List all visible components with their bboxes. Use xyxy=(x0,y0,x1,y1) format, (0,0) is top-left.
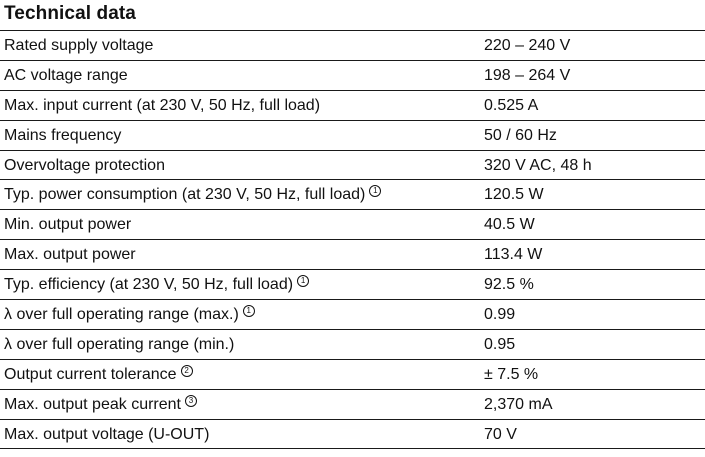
row-value: ± 7.5 % xyxy=(484,365,539,383)
page-title: Technical data xyxy=(4,3,136,24)
row-label-text: AC voltage range xyxy=(4,66,128,84)
row-label: Max. output peak current 3 xyxy=(4,390,197,419)
row-value: 113.4 W xyxy=(484,246,543,264)
table-row: Overvoltage protection 320 V AC, 48 h xyxy=(0,151,705,181)
row-label: Rated supply voltage xyxy=(4,31,153,60)
row-label: Typ. efficiency (at 230 V, 50 Hz, full l… xyxy=(4,270,310,299)
footnote-marker: 1 xyxy=(242,305,255,318)
row-label: Max. input current (at 230 V, 50 Hz, ful… xyxy=(4,91,320,120)
row-label-text: Max. input current (at 230 V, 50 Hz, ful… xyxy=(4,96,321,114)
row-value: 92.5 % xyxy=(484,276,534,294)
row-label: Output current tolerance 2 xyxy=(4,360,193,389)
table-row: Max. output voltage (U-OUT) 70 V xyxy=(0,420,705,450)
row-label-text: Max. output peak current xyxy=(4,395,181,413)
row-label-text: Typ. power consumption (at 230 V, 50 Hz,… xyxy=(4,186,366,204)
row-label: Typ. power consumption (at 230 V, 50 Hz,… xyxy=(4,180,382,209)
row-label-text: λ over full operating range (min.) xyxy=(4,335,235,353)
row-value: 120.5 W xyxy=(484,186,544,204)
row-label: Max. output power xyxy=(4,240,136,269)
row-label-text: Min. output power xyxy=(4,216,132,234)
table-row: Output current tolerance 2 ± 7.5 % xyxy=(0,360,705,390)
footnote-marker: 1 xyxy=(369,185,382,198)
row-label-text: λ over full operating range (max.) xyxy=(4,306,239,324)
row-value: 2,370 mA xyxy=(484,395,553,413)
row-value: 0.95 xyxy=(484,335,516,353)
table-row: Max. output peak current 3 2,370 mA xyxy=(0,390,705,420)
row-label: Mains frequency xyxy=(4,121,121,150)
row-label: AC voltage range xyxy=(4,61,128,90)
footnote-marker: 2 xyxy=(180,364,193,377)
row-label-text: Mains frequency xyxy=(4,126,122,144)
row-value: 320 V AC, 48 h xyxy=(484,156,592,174)
row-label-text: Max. output voltage (U-OUT) xyxy=(4,425,210,443)
row-value: 220 – 240 V xyxy=(484,37,571,54)
table-row: Mains frequency 50 / 60 Hz xyxy=(0,121,705,151)
row-label: Max. output voltage (U-OUT) xyxy=(4,420,209,449)
table-row: Rated supply voltage 220 – 240 V xyxy=(0,31,705,61)
row-label-text: Max. output power xyxy=(4,246,136,264)
row-label: Min. output power xyxy=(4,210,131,239)
table-row: λ over full operating range (max.) 1 0.99 xyxy=(0,300,705,330)
row-label: λ over full operating range (max.) 1 xyxy=(4,300,255,329)
footnote-marker: 1 xyxy=(297,275,310,288)
row-label-text: Typ. efficiency (at 230 V, 50 Hz, full l… xyxy=(4,276,294,294)
table-row: AC voltage range 198 – 264 V xyxy=(0,61,705,91)
row-value: 198 – 264 V xyxy=(484,66,571,84)
technical-data-table: Rated supply voltage 220 – 240 V AC volt… xyxy=(0,30,705,450)
row-label: λ over full operating range (min.) xyxy=(4,330,234,359)
table-row: Typ. efficiency (at 230 V, 50 Hz, full l… xyxy=(0,270,705,301)
table-row: Min. output power 40.5 W xyxy=(0,210,705,241)
row-value: 0.525 A xyxy=(484,96,539,114)
table-row: Max. output power 113.4 W xyxy=(0,240,705,271)
row-label-text: Overvoltage protection xyxy=(4,156,165,174)
row-value: 40.5 W xyxy=(484,216,535,234)
row-value: 50 / 60 Hz xyxy=(484,126,557,144)
row-label-text: Output current tolerance xyxy=(4,365,177,383)
table-row: λ over full operating range (min.) 0.95 xyxy=(0,330,705,360)
row-value: 0.99 xyxy=(484,306,516,324)
row-label: Overvoltage protection xyxy=(4,151,165,180)
row-label-text: Rated supply voltage xyxy=(4,37,154,54)
footnote-marker: 3 xyxy=(184,394,197,407)
table-row: Max. input current (at 230 V, 50 Hz, ful… xyxy=(0,91,705,121)
table-row: Typ. power consumption (at 230 V, 50 Hz,… xyxy=(0,180,705,211)
row-value: 70 V xyxy=(484,425,517,443)
